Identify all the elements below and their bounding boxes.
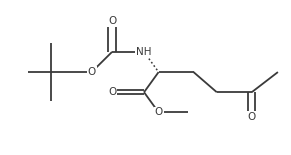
Text: O: O	[108, 87, 116, 97]
Text: NH: NH	[136, 47, 152, 57]
Text: O: O	[155, 107, 163, 117]
Text: O: O	[248, 112, 256, 122]
Text: O: O	[88, 67, 96, 77]
Text: O: O	[108, 16, 116, 26]
